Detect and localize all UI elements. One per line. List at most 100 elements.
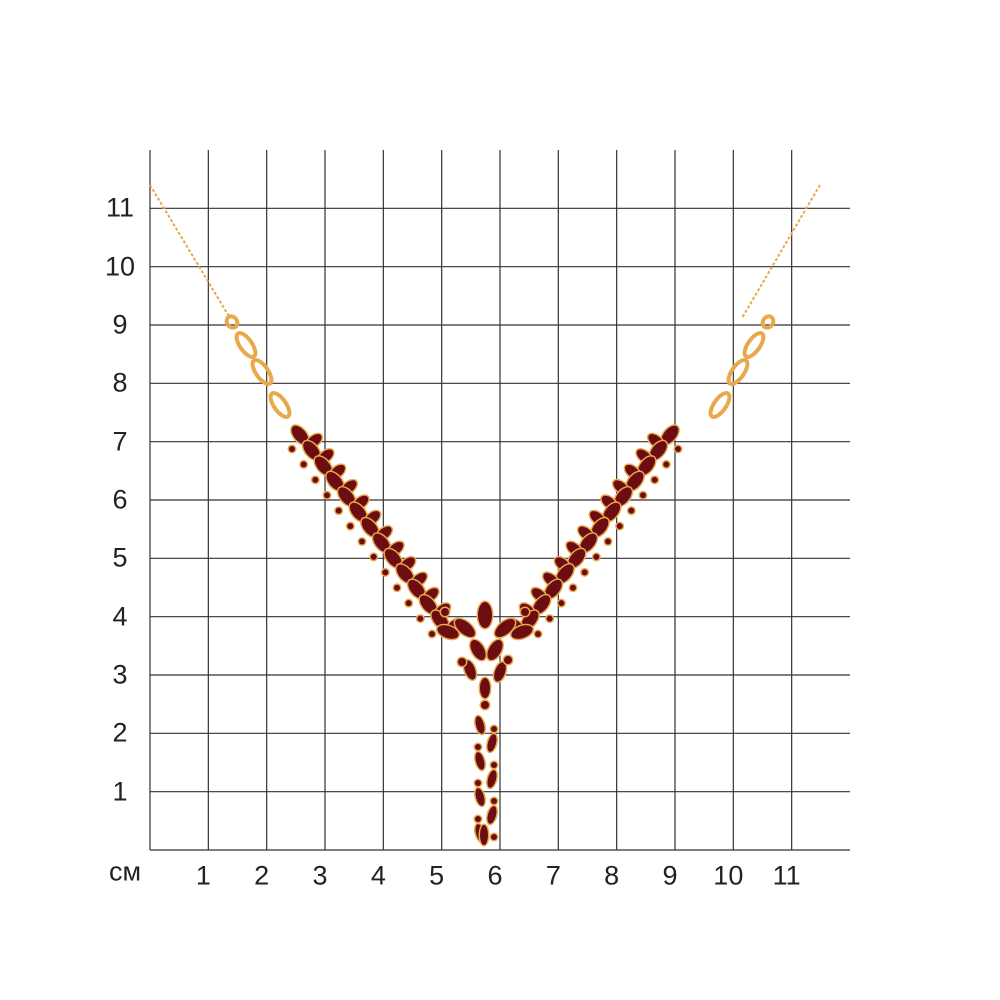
garnet-stone — [347, 523, 354, 530]
garnet-stone — [335, 507, 342, 514]
garnet-stone — [535, 631, 541, 637]
y-axis-label: 8 — [112, 367, 128, 398]
gold-link — [708, 391, 732, 419]
garnet-stone — [312, 476, 319, 483]
chain-right — [741, 184, 821, 319]
garnet-stone — [338, 487, 356, 506]
garnet-stone — [491, 726, 497, 732]
garnet-stone — [361, 518, 379, 537]
x-axis-label: 10 — [713, 860, 744, 891]
x-axis-label: 1 — [195, 860, 211, 891]
gold-link — [742, 331, 766, 359]
garnet-stone — [441, 608, 449, 616]
garnet-stone — [544, 579, 562, 599]
gold-link — [760, 314, 776, 330]
garnet-stone — [475, 780, 481, 786]
garnet-stone — [614, 487, 632, 506]
y-axis-label: 9 — [112, 309, 128, 340]
garnet-stone — [475, 716, 485, 734]
x-axis-label: 4 — [370, 860, 386, 891]
x-axis-label: 8 — [604, 860, 620, 891]
garnet-stone — [603, 502, 621, 522]
garnet-stone — [382, 569, 389, 576]
garnet-stone — [591, 518, 609, 537]
garnet-stone — [303, 441, 321, 460]
garnet-stone — [581, 569, 588, 576]
x-axis-label: 7 — [545, 860, 561, 891]
garnet-stone — [638, 456, 656, 476]
garnet-stone — [558, 600, 565, 607]
x-axis-label: 2 — [254, 860, 270, 891]
gold-link — [726, 358, 750, 386]
garnet-stone — [491, 798, 497, 804]
garnet-stone — [491, 762, 497, 768]
garnet-stone — [651, 476, 658, 483]
garnet-stone — [394, 584, 400, 591]
garnet-stone — [494, 662, 506, 682]
y-axis-label: 11 — [105, 192, 135, 223]
garnet-stone — [480, 825, 488, 845]
garnet-stone — [616, 523, 623, 530]
garnet-stone — [556, 564, 574, 584]
garnet-stone — [533, 595, 551, 614]
garnet-stone — [373, 533, 391, 553]
garnet-stone — [370, 553, 377, 560]
garnet-stone — [475, 744, 481, 750]
x-axis-label: 5 — [429, 860, 445, 891]
garnet-stone — [289, 446, 295, 452]
necklace-icon — [149, 184, 821, 847]
garnet-stone — [429, 631, 435, 637]
garnet-stone — [419, 595, 437, 614]
y-axis-label: 2 — [112, 717, 128, 748]
garnet-stone — [487, 640, 503, 660]
y-axis-label: 1 — [112, 776, 128, 807]
garnet-stone — [593, 553, 600, 560]
garnet-stone — [491, 834, 497, 840]
garnet-stone — [359, 538, 365, 545]
garnet-stone — [487, 806, 497, 824]
gold-link — [268, 391, 292, 419]
y-axis-label: 6 — [112, 484, 128, 515]
garnet-stone — [511, 625, 533, 639]
garnet-stone — [568, 549, 586, 568]
x-axis-label: 6 — [487, 860, 503, 891]
chain-left — [149, 184, 231, 319]
y-axis-label: 7 — [112, 426, 128, 457]
garnet-stone — [470, 640, 486, 660]
gold-link — [250, 358, 274, 386]
garnet-stone — [640, 492, 646, 499]
garnet-stone — [326, 471, 344, 491]
x-axis-label: 3 — [312, 860, 328, 891]
garnet-stone — [487, 770, 497, 788]
gold-link — [234, 331, 258, 359]
garnet-stone — [300, 461, 307, 468]
garnet-stone — [405, 600, 412, 607]
garnet-stone — [384, 549, 402, 568]
garnet-stone — [605, 538, 611, 545]
garnet-stone — [663, 461, 670, 468]
garnet-stone — [478, 602, 492, 628]
y-axis-label: 4 — [112, 601, 128, 632]
garnet-stone — [661, 425, 679, 445]
y-axis-label: 10 — [104, 251, 136, 282]
garnet-stone — [417, 615, 424, 622]
garnet-stone — [546, 615, 553, 622]
garnet-stone — [579, 533, 597, 553]
garnet-stone — [437, 625, 459, 639]
y-axis-label: 3 — [112, 659, 128, 690]
garnet-stone — [675, 446, 681, 452]
y-axis-label: 5 — [112, 542, 128, 573]
garnet-stone — [464, 660, 476, 680]
garnet-stone — [521, 608, 529, 616]
garnet-stone — [570, 584, 576, 591]
gold-link — [224, 314, 240, 330]
garnet-stone — [408, 579, 426, 599]
garnet-stone — [487, 734, 497, 752]
garnet-stone — [481, 701, 489, 709]
garnet-stone — [455, 619, 475, 637]
garnet-stone — [349, 502, 367, 522]
garnet-stone — [628, 507, 635, 514]
garnet-stone — [291, 425, 309, 445]
garnet-stone — [480, 678, 490, 698]
